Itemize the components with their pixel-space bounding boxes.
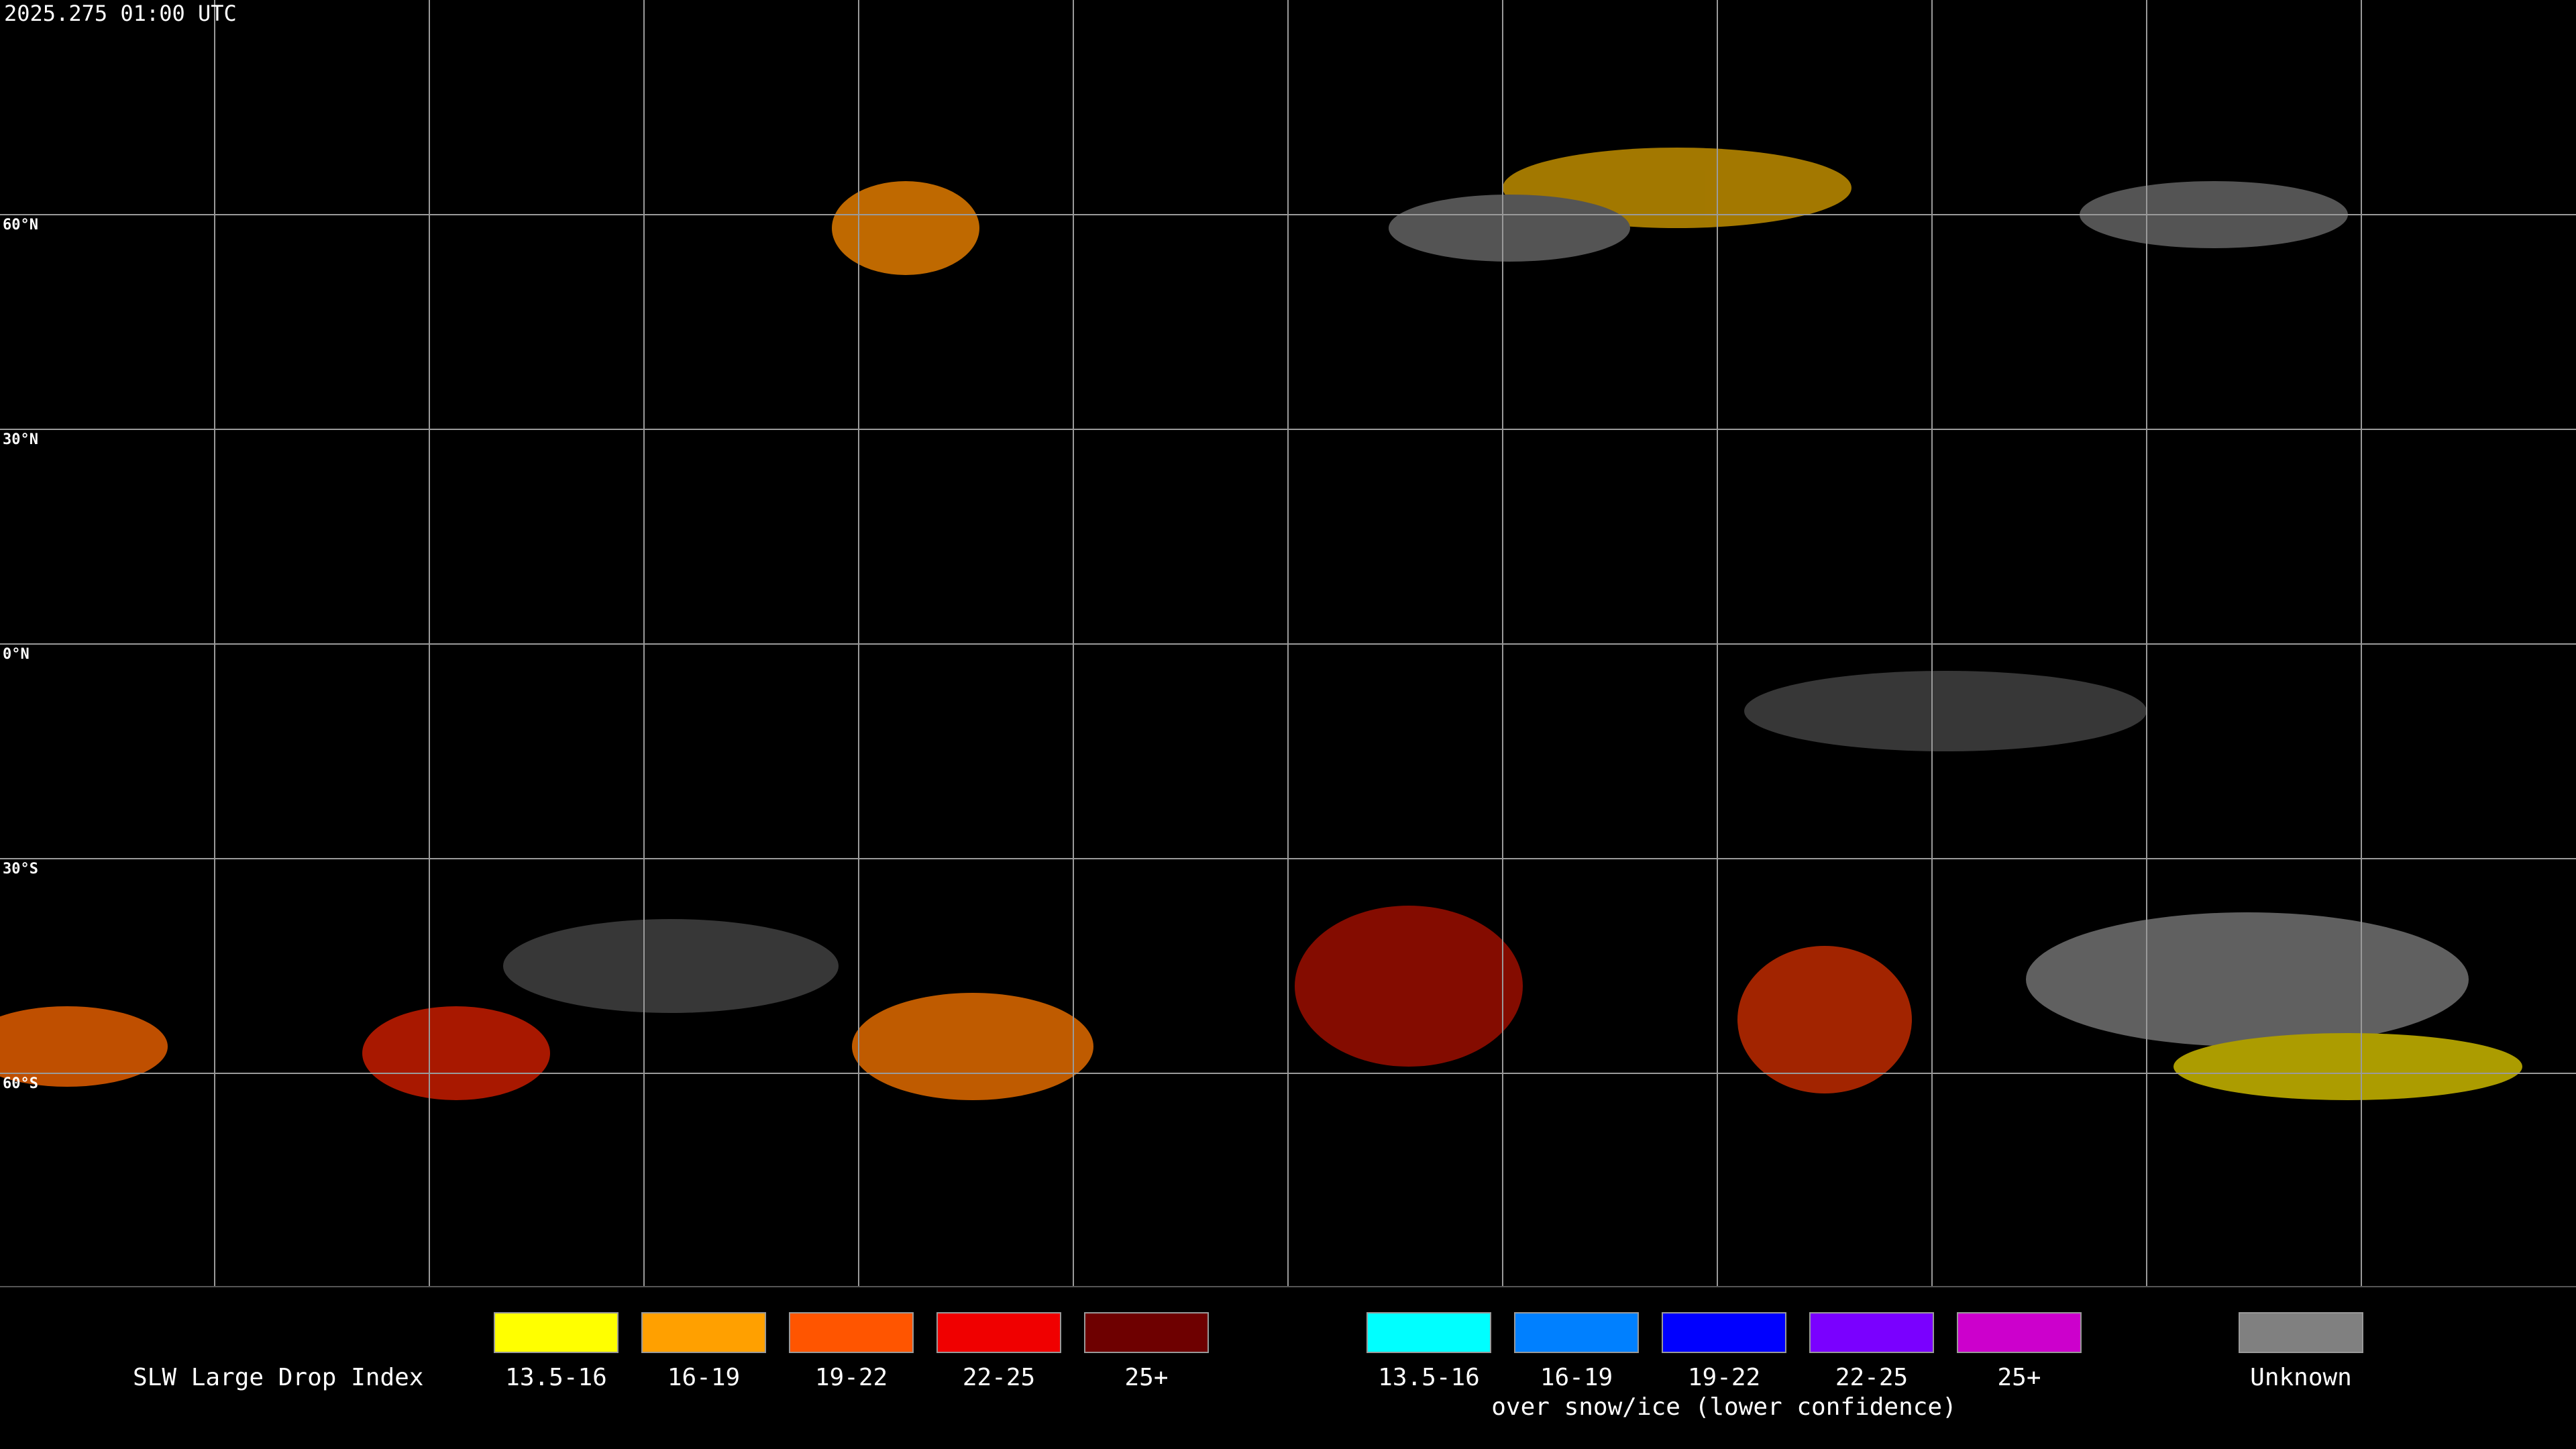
patch [2026,912,2469,1046]
legend-label: 16-19 [667,1364,740,1391]
legend-label: 13.5-16 [1378,1364,1480,1391]
legend-swatch [1809,1312,1934,1353]
legend-label: 19-22 [815,1364,888,1391]
patch [2174,1033,2522,1100]
legend-label: 22-25 [1835,1364,1908,1391]
legend-label: 13.5-16 [505,1364,607,1391]
lat-label: 60°S [3,1075,38,1092]
patch [1737,946,1912,1093]
legend-swatch [1084,1312,1209,1353]
legend: SLW Large Drop Index 13.5-16 16-19 19-22 22… [133,1312,2363,1421]
legend-label: Unknown [2250,1364,2352,1391]
legend-swatch [789,1312,914,1353]
lat-label: 60°N [3,217,38,233]
patch [0,1006,168,1087]
legend-swatch [936,1312,1061,1353]
patch [362,1006,550,1100]
lat-label: 30°N [3,431,38,448]
map: 60°N 30°N 0°N 30°S 60°S [0,0,2576,1287]
legend-label: 25+ [1124,1364,1168,1391]
patch [1744,671,2147,751]
lat-label: 0°N [3,646,30,663]
legend-caption: over snow/ice (lower confidence) [1491,1393,1957,1421]
legend-label: 25+ [1997,1364,2041,1391]
cloud-patches [0,148,2522,1100]
legend-label: 19-22 [1688,1364,1760,1391]
lat-label: 30°S [3,861,38,877]
patch [1389,195,1630,262]
legend-swatch [1957,1312,2082,1353]
patch [1295,906,1523,1067]
legend-swatch [494,1312,619,1353]
patch [832,181,979,275]
legend-swatch [2239,1312,2363,1353]
legend-label: 16-19 [1540,1364,1613,1391]
legend-title: SLW Large Drop Index [133,1364,423,1391]
patch [852,993,1093,1100]
timestamp: 2025.275 01:00 UTC [4,1,237,26]
patch [503,919,839,1013]
legend-swatch [1514,1312,1639,1353]
legend-swatch [1662,1312,1786,1353]
legend-label: 22-25 [963,1364,1035,1391]
legend-swatch [1366,1312,1491,1353]
legend-swatch [641,1312,766,1353]
